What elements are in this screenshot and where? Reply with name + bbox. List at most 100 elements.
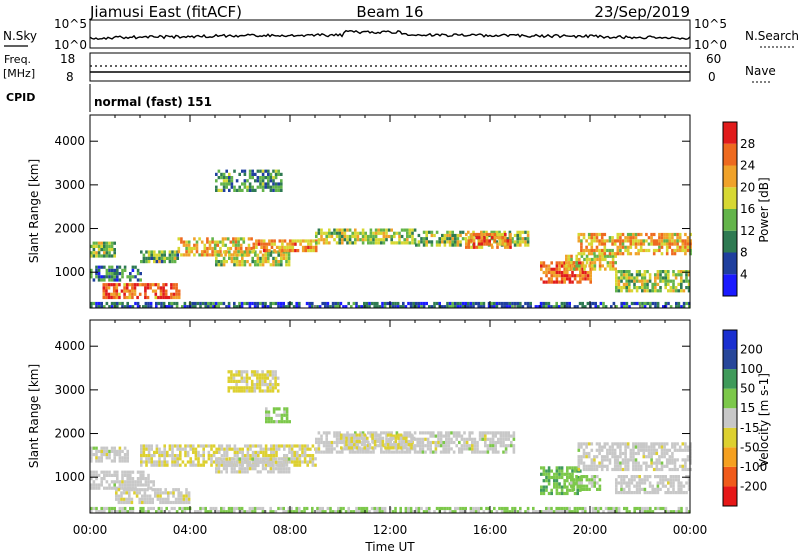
data-cell	[547, 466, 551, 470]
data-cell	[231, 447, 234, 451]
data-cell	[250, 386, 254, 390]
data-cell	[204, 305, 207, 309]
data-cell	[577, 236, 581, 240]
data-cell	[108, 241, 111, 245]
sky-panel: N.Sky 10^5 10^0 10^5 10^0 N.Search	[3, 17, 799, 52]
data-cell	[660, 467, 664, 472]
data-cell	[194, 457, 198, 461]
data-cell	[511, 237, 514, 241]
data-cell	[632, 461, 635, 465]
data-cell	[519, 506, 522, 511]
data-cell	[121, 459, 124, 463]
data-cell	[572, 487, 576, 491]
data-cell	[521, 305, 525, 309]
data-cell	[142, 454, 146, 458]
data-cell	[307, 242, 310, 246]
data-cell	[504, 239, 507, 243]
data-cell	[248, 172, 252, 176]
data-cell	[448, 237, 452, 241]
data-cell	[326, 301, 330, 306]
data-cell	[139, 477, 142, 481]
data-cell	[578, 264, 581, 268]
data-cell	[368, 443, 372, 447]
data-cell	[452, 431, 456, 435]
data-cell	[568, 510, 571, 514]
data-cell	[207, 444, 211, 448]
data-cell	[459, 230, 462, 234]
data-cell	[241, 169, 244, 173]
data-cell	[103, 248, 106, 252]
data-cell	[425, 237, 428, 241]
data-cell	[428, 240, 431, 244]
data-cell	[175, 283, 178, 287]
data-cell	[115, 292, 119, 296]
data-cell	[113, 453, 116, 457]
data-cell	[90, 459, 93, 463]
data-cell	[177, 488, 180, 492]
data-cell	[461, 506, 465, 511]
data-cell	[272, 463, 275, 468]
data-cell	[412, 301, 415, 306]
data-cell	[643, 305, 647, 309]
data-cell	[579, 277, 582, 281]
data-cell	[155, 253, 159, 257]
data-cell	[173, 454, 177, 458]
data-cell	[159, 289, 163, 293]
data-cell	[220, 176, 223, 180]
data-cell	[108, 275, 111, 279]
data-cell	[154, 491, 157, 495]
data-cell	[677, 475, 680, 479]
data-cell	[378, 510, 382, 514]
data-cell	[622, 475, 626, 479]
data-cell	[540, 491, 543, 496]
data-cell	[638, 487, 641, 491]
data-cell	[110, 301, 114, 306]
data-cell	[184, 444, 187, 448]
data-cell	[318, 510, 322, 514]
data-cell	[322, 450, 326, 454]
data-cell	[151, 488, 154, 492]
data-cell	[373, 301, 376, 306]
data-cell	[684, 245, 687, 249]
data-cell	[498, 232, 502, 237]
data-cell	[611, 448, 614, 452]
data-cell	[131, 477, 135, 481]
data-cell	[317, 238, 321, 242]
data-cell	[282, 256, 286, 260]
data-cell	[504, 450, 508, 454]
data-cell	[590, 242, 594, 246]
data-cell	[225, 185, 228, 189]
data-cell	[467, 239, 471, 243]
data-cell	[681, 458, 685, 462]
data-cell	[558, 472, 561, 476]
data-cell	[251, 467, 254, 471]
data-cell	[669, 305, 673, 309]
data-cell	[370, 301, 374, 306]
data-cell	[567, 257, 571, 262]
data-cell	[172, 292, 176, 296]
data-cell	[239, 237, 243, 241]
data-cell	[377, 228, 380, 232]
data-cell	[540, 466, 543, 470]
data-cell	[587, 232, 591, 237]
data-cell	[689, 455, 692, 459]
data-cell	[558, 274, 561, 278]
data-cell	[340, 446, 343, 450]
data-cell	[643, 478, 647, 482]
data-cell	[648, 273, 652, 277]
data-cell	[567, 254, 571, 258]
data-cell	[659, 279, 662, 283]
data-cell	[438, 506, 441, 511]
data-cell	[113, 473, 116, 477]
data-cell	[678, 448, 682, 452]
data-cell	[113, 251, 116, 255]
data-cell	[608, 461, 612, 465]
data-cell	[671, 239, 674, 243]
data-cell	[593, 478, 596, 482]
data-cell	[645, 248, 648, 253]
data-cell	[685, 481, 688, 485]
data-cell	[113, 459, 116, 463]
data-cell	[680, 286, 683, 290]
data-cell	[603, 239, 607, 243]
